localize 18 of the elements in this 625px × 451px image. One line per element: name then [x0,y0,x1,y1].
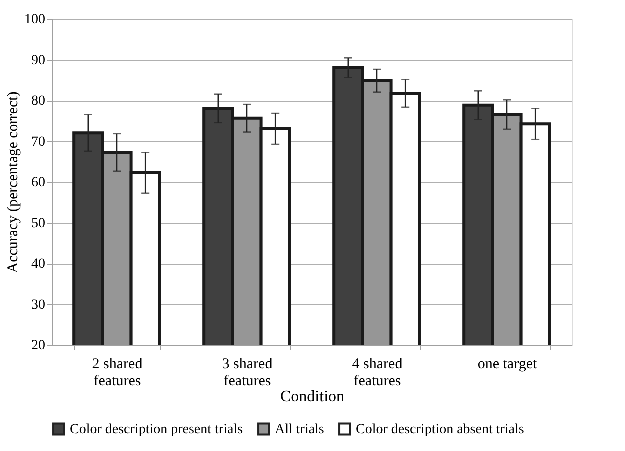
y-tick-label: 40 [32,257,46,272]
y-tick-label: 20 [32,338,46,354]
x-tick-label: 4 shared features [352,356,404,390]
legend-label: All trials [275,422,324,438]
legend-label: Color description absent trials [356,422,524,438]
x-axis-title: Condition [280,388,345,406]
y-tick-label: 100 [24,12,46,28]
x-tick-label: one target [478,356,538,372]
y-tick-label: 30 [32,298,46,313]
y-tick-label: 70 [32,134,46,150]
y-axis-title: Accuracy (percentage correct) [6,92,22,274]
x-tick-label: 3 shared features [222,356,274,390]
y-tick-label: 90 [32,53,46,68]
y-tick-label: 60 [32,176,46,190]
legend-label: Color description present trials [70,422,244,438]
y-tick-label: 80 [32,94,46,109]
x-tick-label: 2 shared features [92,356,144,390]
y-tick-label: 50 [32,216,46,232]
